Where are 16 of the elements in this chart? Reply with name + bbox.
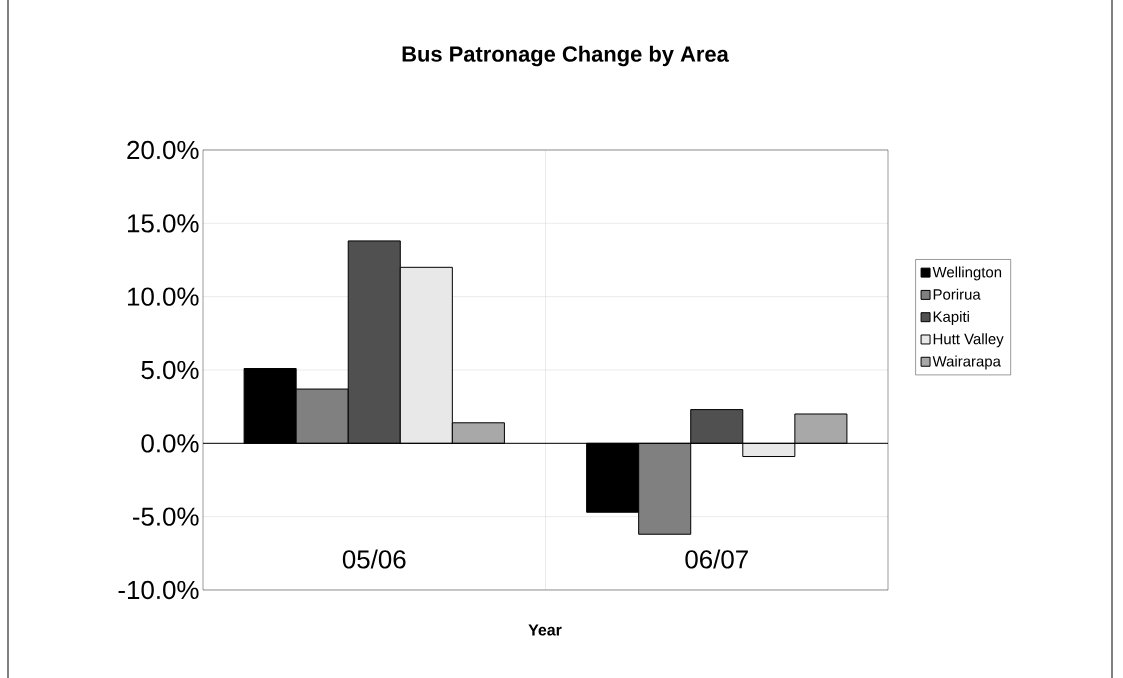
y-tick-label: 20.0% — [127, 140, 199, 160]
legend-label: Porirua — [933, 288, 981, 300]
legend-label: Kapiti — [933, 311, 969, 325]
x-tick-label: 06/07 — [685, 549, 748, 569]
y-tick-label: 5.0% — [141, 360, 199, 380]
x-tick-label: 05/06 — [342, 549, 406, 569]
y-tick-label: -10.0% — [118, 580, 199, 600]
legend-label: Hutt Valley — [933, 333, 1004, 348]
legend-label: Wairarapa — [932, 355, 1001, 370]
x-axis-title: Year — [528, 624, 562, 636]
chart-title: Bus Patronage Change by Area — [402, 45, 729, 67]
legend-label: Wellington — [932, 266, 1002, 281]
y-tick-label: 0.0% — [141, 434, 199, 453]
y-tick-label: 15.0% — [128, 214, 199, 233]
y-tick-label: -5.0% — [132, 507, 199, 526]
y-tick-label: 10.0% — [128, 287, 199, 306]
